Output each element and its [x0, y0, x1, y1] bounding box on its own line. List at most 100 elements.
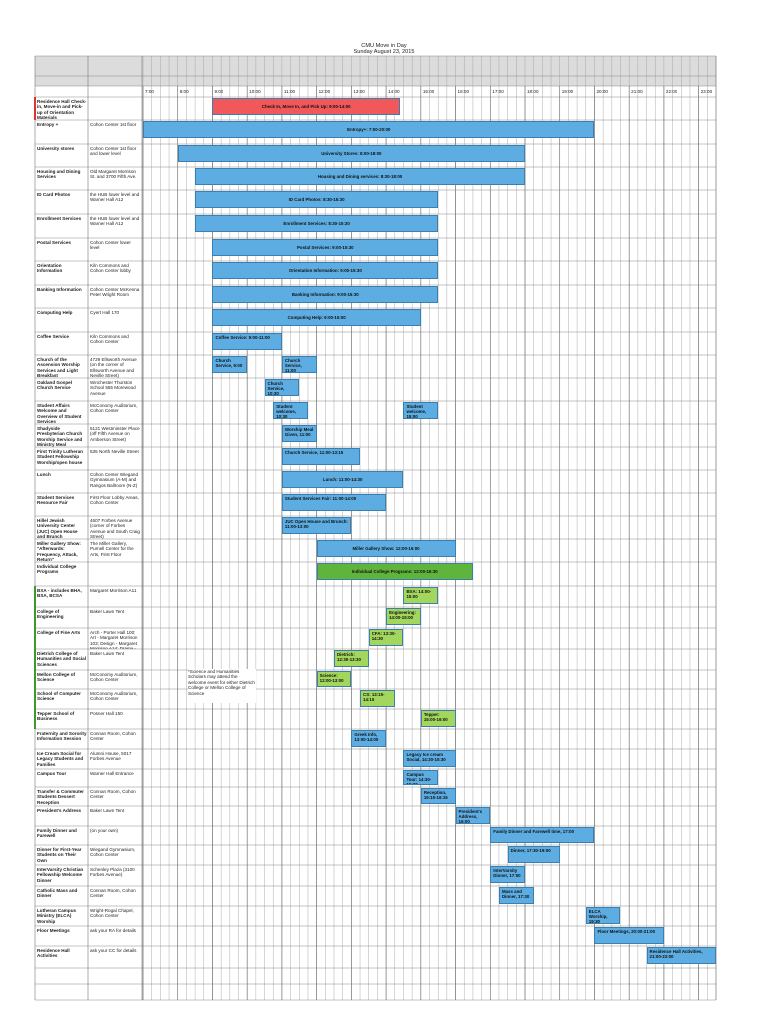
- event-cell: Banking Information: [37, 287, 82, 292]
- event-bar: Family Dinner and Farewell time, 17:00: [490, 827, 595, 843]
- row-accent: [34, 628, 36, 649]
- time-tick-label: 15:00: [422, 89, 435, 94]
- location-cell: Winchester Thurston School 555 Morewood …: [90, 380, 136, 396]
- event-cell: Dinner for First-Year Students on Their …: [37, 847, 82, 863]
- location-cell: Wright-Rogal Chapel, Cohon Center: [90, 908, 134, 919]
- location-cell: the HUB lower level and Warner Hall A12: [90, 192, 140, 203]
- event-bar: Greek Info, 13:00-14:00: [351, 730, 387, 747]
- event-cell: Oakland Gospel Church Service: [37, 380, 72, 391]
- event-bar: CFA: 13:30-14:30: [368, 629, 404, 646]
- time-tick-label: 10:00: [249, 89, 261, 94]
- event-cell: First Trinity Lutheran Student Fellowshi…: [37, 449, 83, 465]
- time-tick-label: 19:00: [561, 89, 574, 94]
- time-tick-label: 11:00: [283, 89, 296, 94]
- event-bar: Reception, 15:15-16:15: [420, 788, 456, 804]
- event-cell: Catholic Mass and Dinner: [37, 888, 78, 899]
- location-cell: Baker Lawn Tent: [90, 609, 125, 614]
- row-accent: [34, 649, 36, 670]
- location-cell: Connan Room, Cohon Center: [90, 731, 136, 742]
- event-bar: Dietrich: 12:30-13:30: [334, 650, 369, 667]
- event-cell: Student Affairs Welcome and Overview of …: [37, 403, 82, 424]
- location-cell: Margaret Morrison A11: [90, 588, 137, 593]
- bar-label: Postal Services: 9:00-15:30: [297, 245, 354, 250]
- row-accent: [34, 607, 36, 628]
- event-bar: Computing Help: 9:00-15:00: [212, 309, 421, 326]
- time-tick-label: 23:00: [700, 89, 713, 94]
- event-bar: Postal Services: 9:00-15:30: [212, 239, 439, 256]
- event-bar: Worship Meal Given, 11:00: [281, 425, 317, 442]
- location-cell: McConomy Auditorium, Cohon Center: [90, 672, 138, 683]
- bar-label: Student welcome, 15:00: [406, 404, 427, 419]
- location-cell: Baker Lawn Tent: [90, 808, 125, 813]
- event-bar: JUC Open House and Brunch: 11:00-13:00: [281, 517, 352, 534]
- event-bar: Engineering: 14:00-15:00: [386, 608, 421, 625]
- bar-label: Student welcome, 10:30: [276, 404, 296, 419]
- bar-label: President's Address, 16:00: [458, 809, 483, 824]
- row-accent: [34, 97, 36, 120]
- title: CMU Move in Day: [361, 43, 407, 49]
- bar-label: Science: 12:00-13:00: [319, 673, 344, 684]
- event-cell: Individual College Programs: [37, 564, 77, 575]
- bar-label: Campus Tour: 14:30-15:30: [406, 772, 432, 785]
- location-cell: 4607 Forbes Avenue (corner of Forbes Ave…: [90, 518, 140, 539]
- event-cell: Shadyside Presbyterian Church Worship Se…: [37, 426, 83, 447]
- time-tick-label: 14:00: [388, 89, 400, 94]
- bar-label: Church Service, 10:30: [267, 381, 285, 396]
- event-bar: Church Service, 11:00: [281, 356, 317, 373]
- event-cell: Family Dinner and Farewell: [37, 828, 77, 839]
- time-tick-label: 22:00: [665, 89, 678, 94]
- event-cell: Mellon College of Science: [37, 672, 76, 683]
- time-tick-label: 7:00: [145, 89, 154, 94]
- bar-label: Banking Information: 9:00-15:30: [291, 292, 359, 297]
- location-cell: Posner Hall 150: [90, 711, 123, 716]
- event-bar: ID Card Photos: 8:30-15:30: [195, 191, 439, 208]
- event-cell: ID Card Photos: [37, 192, 71, 197]
- bar-label: Entropy+: 7:00-20:00: [347, 127, 391, 132]
- event-bar: Miller Gallery Show: 12:00-16:00: [316, 540, 456, 557]
- location-cell: the HUB lower level and Warner Hall A12: [90, 216, 140, 227]
- event-bar: Floor Meetings, 20:00-21:00: [594, 927, 664, 944]
- event-bar: CS: 13:15-14:15: [360, 690, 395, 707]
- location-cell: Alumni House, 5017 Forbes Avenue: [90, 751, 132, 762]
- location-cell: 4729 Ellsworth Avenue (on the corner of …: [90, 357, 137, 378]
- time-tick-label: 20:00: [596, 89, 608, 94]
- event-cell: Entropy +: [37, 122, 59, 127]
- event-bar: Dinner, 17:30-19:00: [507, 846, 560, 863]
- event-cell: Enrollment Services: [37, 216, 82, 221]
- bar-label: Mass and Dinner, 17:30: [501, 889, 530, 900]
- event-cell: Tepper School of Business: [37, 711, 75, 722]
- bar-label: Church Service, 11:00-13:15: [284, 450, 344, 455]
- event-bar: Science: 12:00-13:00: [316, 671, 352, 687]
- bar-label: Student Services Fair: 11:00-14:00: [284, 496, 357, 501]
- event-cell: University stores: [37, 146, 75, 151]
- location-cell: Cohon Center 1st floor and lower level: [90, 146, 137, 157]
- time-tick-label: 17:00: [492, 89, 504, 94]
- location-cell: Connan Room, Cohon Center: [90, 888, 136, 899]
- bar-label: Legacy Ice cream Social, 14:30-15:30: [406, 752, 446, 763]
- event-bar: Student welcome, 15:00: [403, 402, 439, 419]
- event-bar: Legacy Ice cream Social, 14:30-15:30: [403, 750, 456, 767]
- time-tick-label: 18:00: [527, 89, 539, 94]
- event-bar: Church Service, 10:30: [264, 379, 300, 396]
- bar-label: JUC Open House and Brunch: 11:00-13:00: [284, 519, 348, 530]
- header-shade: [35, 56, 716, 86]
- location-cell: Connan Room, Cohon Center: [90, 789, 136, 800]
- event-bar: Individual College Programs: 12:00-16:30: [316, 563, 473, 580]
- event-bar: Lunch: 11:00-14:30: [281, 471, 404, 488]
- bar-label: InterVarsity Dinner, 17:00: [493, 868, 521, 879]
- event-cell: Residence Hall Activities: [37, 948, 70, 959]
- event-bar: Church Service, 11:00-13:15: [281, 448, 361, 465]
- event-cell: Church of the Ascension Worship Services…: [37, 357, 80, 378]
- event-cell: President's Address: [37, 808, 82, 813]
- bar-label: Floor Meetings, 20:00-21:00: [597, 929, 656, 934]
- bar-label: Reception, 15:15-16:15: [423, 790, 448, 801]
- event-bar: Banking Information: 9:00-15:30: [212, 286, 439, 303]
- location-cell: Warner Hall Entrance: [90, 771, 134, 776]
- event-bar: ELCA Worship, 19:30: [585, 907, 621, 924]
- event-cell: College of Engineering: [37, 609, 64, 620]
- event-cell: Housing and Dining Services: [37, 169, 81, 180]
- time-tick-label: 12:00: [318, 89, 331, 94]
- location-cell: ask your RA for details: [90, 928, 136, 933]
- location-cell: ask your CC for details: [90, 948, 137, 953]
- event-bar: Coffee Service: 9:00-11:00: [212, 333, 282, 350]
